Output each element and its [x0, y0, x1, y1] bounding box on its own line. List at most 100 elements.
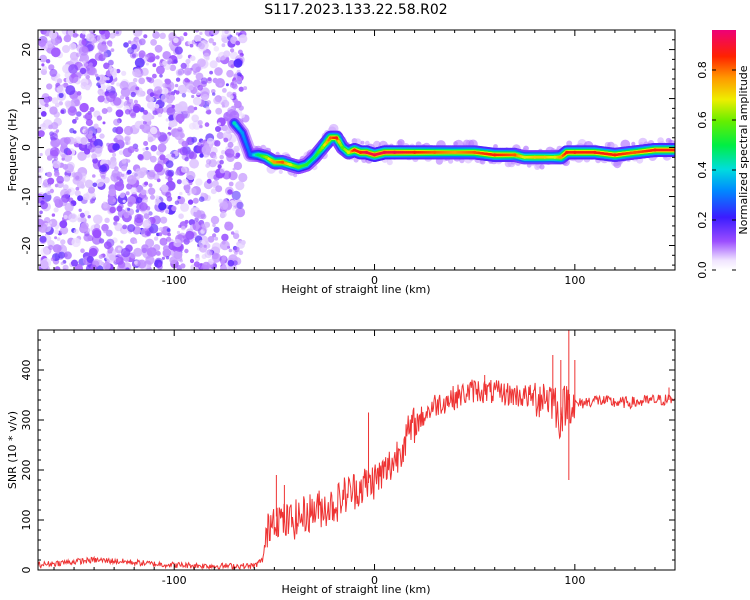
- noise-blob: [106, 77, 110, 81]
- noise-blob: [77, 195, 84, 202]
- ridge-point: [232, 121, 236, 125]
- noise-blob: [99, 164, 107, 173]
- noise-blob: [38, 130, 45, 138]
- noise-blob: [207, 77, 212, 82]
- noise-blob: [113, 118, 121, 126]
- noise-blob: [81, 30, 86, 35]
- noise-blob: [105, 229, 113, 237]
- noise-blob: [195, 72, 204, 81]
- noise-blob: [234, 230, 239, 234]
- noise-blob: [63, 175, 71, 182]
- noise-blob: [213, 46, 220, 52]
- noise-blob: [227, 109, 237, 118]
- noise-blob: [103, 262, 111, 270]
- noise-blob: [136, 214, 142, 220]
- x-tick-label: -100: [162, 274, 187, 287]
- noise-blob: [115, 126, 124, 135]
- y-tick-label: 300: [20, 410, 33, 431]
- noise-blob: [143, 213, 150, 220]
- noise-blob: [123, 125, 134, 136]
- noise-blob: [190, 55, 196, 62]
- noise-blob: [108, 188, 117, 197]
- noise-blob: [209, 60, 218, 69]
- ridge-point: [653, 148, 657, 152]
- ridge-halo: [278, 169, 283, 174]
- noise-blob: [200, 264, 210, 270]
- noise-blob: [139, 202, 148, 211]
- noise-blob: [99, 44, 108, 53]
- y-tick-label: -10: [20, 188, 33, 206]
- noise-blob: [238, 250, 244, 256]
- ridge-halo: [360, 140, 365, 145]
- noise-blob: [211, 242, 221, 252]
- ridge-point: [296, 165, 300, 169]
- noise-blob: [152, 73, 157, 79]
- noise-blob: [218, 198, 224, 204]
- snr-xlabel: Height of straight line (km): [281, 583, 430, 596]
- noise-blob: [177, 101, 188, 111]
- noise-blob: [207, 236, 215, 243]
- ridge-point: [358, 150, 363, 154]
- y-tick-label: 0: [20, 144, 33, 151]
- noise-blob: [212, 233, 217, 238]
- ridge-point: [633, 150, 637, 154]
- noise-blob: [185, 58, 191, 64]
- noise-blob: [231, 92, 237, 97]
- noise-blob: [194, 255, 201, 262]
- noise-blob: [179, 191, 183, 196]
- noise-blob: [159, 32, 166, 39]
- noise-blob: [167, 176, 173, 182]
- ridge-point: [553, 155, 557, 159]
- noise-blob: [214, 236, 219, 241]
- noise-blob: [210, 30, 220, 36]
- noise-blob: [84, 112, 93, 121]
- noise-blob: [84, 142, 93, 151]
- noise-blob: [177, 195, 181, 200]
- noise-blob: [208, 159, 217, 168]
- noise-blob: [108, 59, 114, 66]
- noise-blob: [194, 30, 199, 33]
- noise-blob: [87, 235, 94, 242]
- noise-blob: [100, 174, 106, 180]
- noise-blob: [132, 77, 138, 83]
- noise-blob: [75, 116, 79, 121]
- noise-blob: [117, 171, 123, 177]
- noise-blob: [103, 76, 108, 81]
- noise-blob: [38, 178, 43, 185]
- noise-blob: [195, 178, 203, 186]
- noise-blob: [204, 250, 213, 259]
- ridge-point: [593, 150, 597, 154]
- noise-blob: [54, 229, 60, 235]
- y-tick-label: 20: [20, 43, 33, 57]
- noise-blob: [165, 256, 170, 260]
- noise-blob: [205, 110, 209, 114]
- noise-blob: [50, 122, 59, 130]
- noise-blob: [159, 74, 163, 78]
- noise-blob: [205, 106, 210, 111]
- noise-blob: [171, 104, 175, 109]
- colorbar-tick-label: 0.2: [696, 211, 709, 229]
- ridge-point: [304, 163, 308, 167]
- noise-blob: [74, 190, 81, 197]
- noise-blob: [92, 229, 102, 239]
- noise-blob: [210, 188, 217, 195]
- noise-blob: [93, 138, 103, 149]
- noise-blob: [153, 86, 163, 95]
- noise-blob: [44, 103, 49, 108]
- noise-blob: [201, 223, 206, 228]
- noise-blob: [38, 38, 47, 48]
- noise-blob: [234, 246, 240, 253]
- noise-blob: [150, 106, 154, 111]
- noise-blob: [95, 224, 99, 229]
- noise-blob: [101, 52, 108, 59]
- noise-blob: [208, 38, 214, 44]
- noise-blob: [213, 226, 220, 233]
- noise-blob: [200, 77, 208, 85]
- noise-blob: [153, 78, 163, 89]
- noise-blob: [86, 65, 96, 76]
- noise-blob: [191, 136, 198, 143]
- noise-blob: [232, 77, 236, 81]
- noise-blob: [144, 230, 150, 236]
- colorbar-tick-label: 0.4: [696, 161, 709, 179]
